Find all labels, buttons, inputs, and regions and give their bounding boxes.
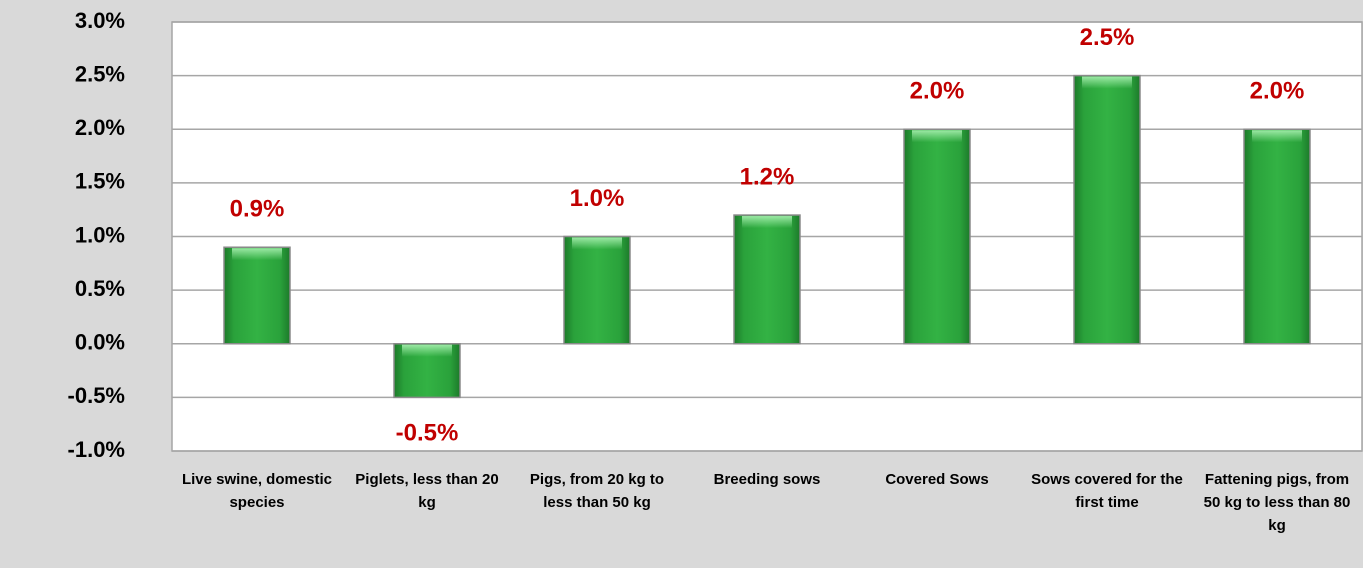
value-label: 1.2%: [740, 163, 795, 190]
bar-highlight: [402, 344, 452, 357]
bar-group: [733, 214, 801, 345]
bar: [1073, 74, 1141, 345]
x-tick-label: Breeding sows: [713, 471, 821, 488]
bar: [733, 214, 801, 345]
y-tick-label: -0.5%: [68, 383, 125, 408]
bar-group: [223, 246, 291, 345]
y-tick-label: 2.5%: [75, 61, 125, 86]
value-label: 0.9%: [230, 196, 285, 223]
y-tick-label: 0.5%: [75, 276, 125, 301]
bar-group: [563, 235, 631, 345]
bar-highlight: [1252, 130, 1302, 143]
bar-group: [1073, 74, 1141, 345]
bar-group: [1243, 128, 1311, 345]
x-tick-label: Live swine, domestic species: [181, 471, 333, 511]
y-tick-label: 1.5%: [75, 169, 125, 194]
value-label: 1.0%: [570, 185, 625, 212]
x-tick-label: Sows covered for the first time: [1031, 471, 1183, 511]
bar-highlight: [232, 248, 282, 261]
value-label: 2.0%: [910, 78, 965, 105]
value-label: -0.5%: [396, 420, 459, 447]
y-tick-label: 0.0%: [75, 330, 125, 355]
bar-highlight: [742, 216, 792, 229]
bar: [223, 246, 291, 345]
x-tick-label: Fattening pigs, from 50 kg to less than …: [1203, 471, 1351, 534]
value-label: 2.5%: [1080, 24, 1135, 51]
y-tick-label: -1.0%: [68, 437, 125, 462]
y-tick-label: 1.0%: [75, 222, 125, 247]
y-tick-label: 3.0%: [75, 8, 125, 33]
x-tick-label: Covered Sows: [885, 471, 989, 488]
bar: [903, 128, 971, 345]
bar-highlight: [1082, 76, 1132, 89]
bar-group: [903, 128, 971, 345]
bar-highlight: [912, 130, 962, 143]
x-tick-label: Piglets, less than 20 kg: [355, 471, 499, 511]
bar-group: [393, 343, 461, 399]
value-label: 2.0%: [1250, 78, 1305, 105]
y-tick-label: 2.0%: [75, 115, 125, 140]
bar: [563, 235, 631, 345]
bar: [1243, 128, 1311, 345]
x-tick-label: Pigs, from 20 kg to less than 50 kg: [529, 471, 665, 511]
bar-highlight: [572, 237, 622, 250]
